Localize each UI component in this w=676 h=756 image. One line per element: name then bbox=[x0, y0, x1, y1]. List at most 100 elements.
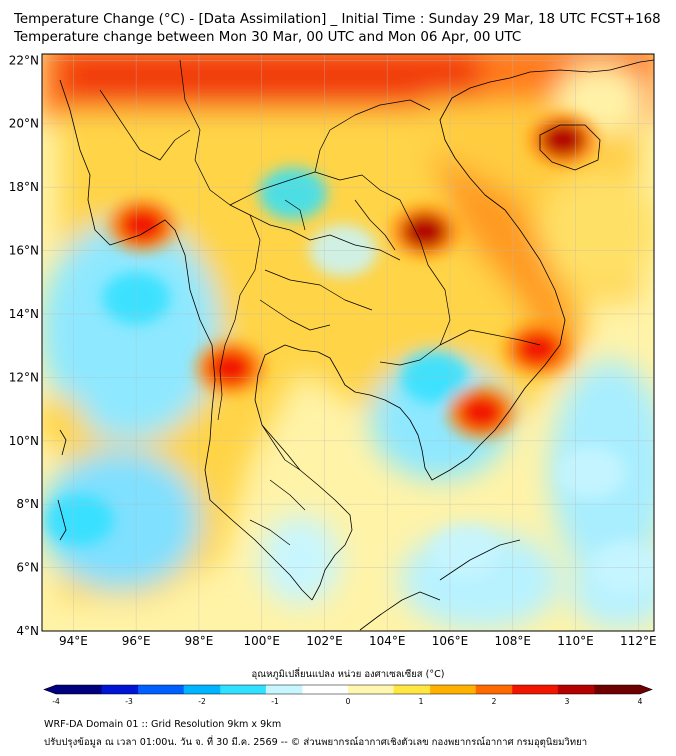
colorbar-cell bbox=[101, 685, 112, 694]
gridlines bbox=[42, 54, 654, 631]
cool-spot-1 bbox=[45, 494, 114, 547]
colorbar-cell bbox=[256, 685, 267, 694]
lon-tick-label: 106°E bbox=[432, 634, 469, 648]
footer-model-info: WRF-DA Domain 01 :: Grid Resolution 9km … bbox=[44, 719, 282, 730]
colorbar-cell bbox=[119, 685, 130, 694]
colorbar-cell bbox=[265, 685, 276, 694]
lon-tick-label: 98°E bbox=[184, 634, 213, 648]
colorbar-cell bbox=[192, 685, 203, 694]
colorbar-cell bbox=[293, 685, 303, 694]
colorbar-cell bbox=[421, 685, 431, 694]
lon-tick-label: 108°E bbox=[495, 634, 532, 648]
lat-tick-label: 22°N bbox=[9, 53, 39, 67]
cool-spot-4 bbox=[557, 446, 626, 499]
colorbar-cell bbox=[439, 685, 449, 694]
colorbar-cell bbox=[530, 685, 541, 694]
colorbar-cell bbox=[74, 685, 84, 694]
colorbar-cell bbox=[348, 685, 358, 694]
colorbar-cell bbox=[183, 685, 194, 694]
lat-tick-label: 4°N bbox=[16, 624, 39, 638]
colorbar-cell bbox=[448, 685, 459, 694]
colorbar-cell bbox=[284, 685, 294, 694]
field-spots bbox=[45, 113, 654, 594]
colorbar-tick-label: -1 bbox=[271, 697, 279, 706]
lat-tick-label: 6°N bbox=[16, 561, 39, 575]
colorbar-cell bbox=[366, 685, 376, 694]
cool-spot-6 bbox=[431, 525, 500, 578]
lat-tick-label: 10°N bbox=[9, 434, 39, 448]
colorbar-cell bbox=[220, 685, 230, 694]
colorbar-cell bbox=[576, 685, 586, 694]
lon-tick-label: 104°E bbox=[369, 634, 406, 648]
lat-tick-label: 18°N bbox=[9, 180, 39, 194]
colorbar-tick-label: -4 bbox=[52, 697, 60, 706]
colorbar-cell bbox=[466, 685, 477, 694]
colorbar-cell bbox=[411, 685, 422, 694]
colorbar-cell bbox=[594, 685, 605, 694]
colorbar-cell bbox=[329, 685, 340, 694]
colorbar-outline bbox=[43, 684, 653, 695]
colorbar-tick-label: 1 bbox=[419, 697, 424, 706]
lon-tick-label: 100°E bbox=[243, 634, 280, 648]
colorbar-cell bbox=[56, 685, 66, 694]
lon-tick-label: 112°E bbox=[620, 634, 657, 648]
colorbar-cell bbox=[621, 685, 632, 694]
colorbar-cell bbox=[375, 685, 386, 694]
colorbar-tick-label: 0 bbox=[346, 697, 351, 706]
colorbar-cell bbox=[83, 685, 94, 694]
hot-spot-0 bbox=[540, 122, 585, 157]
colorbar-cell bbox=[457, 685, 468, 694]
colorbar-cell bbox=[311, 685, 322, 694]
colorbar-tick-label: -3 bbox=[125, 697, 133, 706]
colorbar-max-extension bbox=[640, 685, 652, 694]
colorbar-cell bbox=[338, 685, 349, 694]
colorbar-cell bbox=[138, 685, 148, 694]
colorbar-cell bbox=[65, 685, 75, 694]
lat-tick-label: 16°N bbox=[9, 244, 39, 258]
map-field bbox=[42, 54, 654, 631]
colorbar-cell bbox=[393, 685, 404, 694]
map-title: Temperature Change (°C) - [Data Assimila… bbox=[14, 12, 661, 27]
colorbar-cell bbox=[165, 685, 176, 694]
colorbar-cell bbox=[612, 685, 623, 694]
coastlines bbox=[57, 59, 654, 631]
hot-spot-4 bbox=[459, 395, 504, 430]
colorbar-min-extension bbox=[44, 685, 56, 694]
latitude-tick-labels: 22°N 20°N 18°N 16°N 14°N 12°N 10°N 8°N 6°N 4°N bbox=[9, 53, 39, 638]
colorbar-cell bbox=[384, 685, 395, 694]
lat-tick-label: 8°N bbox=[16, 497, 39, 511]
hot-spot-3 bbox=[208, 350, 253, 385]
colorbar-cell bbox=[512, 685, 522, 694]
colorbar-cell bbox=[156, 685, 167, 694]
colorbar-cell bbox=[557, 685, 568, 694]
colorbar-cell bbox=[129, 685, 139, 694]
hot-spot-2 bbox=[120, 208, 165, 243]
map-subtitle: Temperature change between Mon 30 Mar, 0… bbox=[14, 30, 522, 45]
colorbar-cell bbox=[484, 685, 495, 694]
colorbar-cell bbox=[275, 685, 285, 694]
colorbar-cell bbox=[603, 685, 614, 694]
country-borders bbox=[99, 59, 541, 546]
colorbar-tick-label: -2 bbox=[198, 697, 206, 706]
lon-tick-label: 102°E bbox=[306, 634, 343, 648]
lon-tick-label: 96°E bbox=[122, 634, 151, 648]
colorbar-cell bbox=[475, 685, 486, 694]
colorbar-tick-labels: -4 -3 -2 -1 0 1 2 3 4 bbox=[52, 697, 642, 706]
map-frame bbox=[41, 53, 655, 632]
hot-spot-1 bbox=[402, 214, 447, 249]
lat-tick-label: 14°N bbox=[9, 307, 39, 321]
colorbar-cell bbox=[430, 685, 440, 694]
colorbar-cell bbox=[494, 685, 504, 694]
colorbar-cell bbox=[92, 685, 103, 694]
colorbar-cell bbox=[147, 685, 157, 694]
lon-tick-label: 94°E bbox=[59, 634, 88, 648]
colorbar-cell bbox=[567, 685, 577, 694]
colorbar-cell bbox=[238, 685, 249, 694]
colorbar-cell bbox=[174, 685, 185, 694]
cool-spot-3 bbox=[259, 167, 328, 220]
colorbar-tick-label: 4 bbox=[638, 697, 643, 706]
colorbar-cell bbox=[521, 685, 532, 694]
hot-spot-5 bbox=[515, 331, 560, 366]
colorbar-cell bbox=[402, 685, 413, 694]
colorbar-cell bbox=[110, 685, 121, 694]
